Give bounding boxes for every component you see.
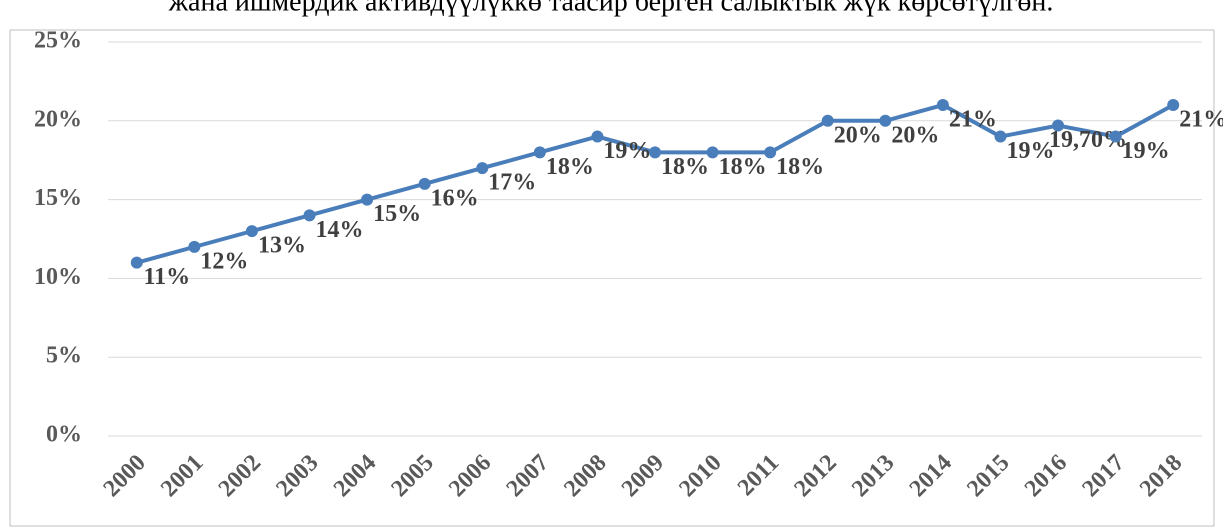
data-label: 20%: [834, 122, 882, 148]
data-point: [476, 162, 489, 175]
data-label: 12%: [200, 248, 248, 274]
chart-title: жана ишмердик активдүүлүккө таасир берге…: [168, 0, 1054, 17]
data-label: 11%: [143, 264, 190, 290]
x-tick-label: 2015: [962, 450, 1014, 502]
y-tick-label: 10%: [34, 264, 82, 290]
data-label: 20%: [891, 122, 939, 148]
x-tick-label: 2007: [502, 450, 554, 502]
data-point: [821, 114, 834, 127]
x-tick-label: 2003: [271, 450, 323, 502]
x-tick-label: 2005: [386, 450, 438, 502]
data-point: [418, 177, 431, 190]
data-label: 19%: [1122, 138, 1170, 164]
data-point: [1109, 130, 1122, 143]
x-tick-label: 2018: [1135, 450, 1187, 502]
chart-border: [9, 29, 1215, 527]
x-tick-label: 2016: [1020, 450, 1072, 502]
data-label: 19%: [603, 138, 651, 164]
data-label: 14%: [316, 217, 364, 243]
data-point: [130, 256, 143, 269]
x-tick-label: 2008: [559, 450, 611, 502]
y-tick-label: 5%: [46, 343, 82, 369]
data-point: [994, 130, 1007, 143]
data-point: [936, 99, 949, 112]
data-point: [303, 209, 316, 222]
data-point: [361, 193, 374, 206]
data-point: [188, 240, 201, 253]
data-label: 17%: [488, 170, 536, 196]
x-tick-label: 2012: [790, 450, 842, 502]
data-point: [649, 146, 661, 159]
x-tick-label: 2011: [733, 450, 784, 501]
data-label: 21%: [1179, 107, 1223, 133]
data-point: [879, 114, 892, 127]
data-label: 19%: [1006, 138, 1054, 164]
x-tick-label: 2017: [1077, 450, 1129, 502]
data-point: [591, 130, 604, 143]
y-tick-label: 0%: [46, 422, 82, 448]
x-tick-label: 2013: [847, 450, 899, 502]
x-tick-label: 2010: [674, 450, 726, 502]
data-point: [1052, 119, 1065, 132]
y-tick-label: 25%: [34, 28, 82, 54]
x-tick-label: 2004: [329, 450, 381, 502]
data-label: 15%: [373, 201, 421, 227]
data-point: [245, 225, 258, 238]
x-tick-label: 2002: [214, 450, 266, 502]
data-label: 21%: [949, 107, 997, 133]
data-label: 18%: [776, 154, 824, 180]
data-label: 16%: [431, 185, 479, 211]
x-tick-label: 2006: [444, 450, 496, 502]
x-tick-label: 2000: [99, 450, 151, 502]
data-label: 18%: [661, 154, 709, 180]
x-tick-label: 2001: [156, 450, 208, 502]
y-tick-label: 15%: [34, 185, 82, 211]
data-label: 18%: [546, 154, 594, 180]
data-point: [764, 146, 777, 159]
data-point: [706, 146, 719, 159]
x-tick-label: 2014: [905, 450, 957, 502]
data-label: 18%: [719, 154, 767, 180]
y-tick-label: 20%: [34, 106, 82, 132]
x-tick-label: 2009: [617, 450, 669, 502]
data-point: [1167, 99, 1180, 112]
data-label: 13%: [258, 233, 306, 259]
data-point: [533, 146, 546, 159]
